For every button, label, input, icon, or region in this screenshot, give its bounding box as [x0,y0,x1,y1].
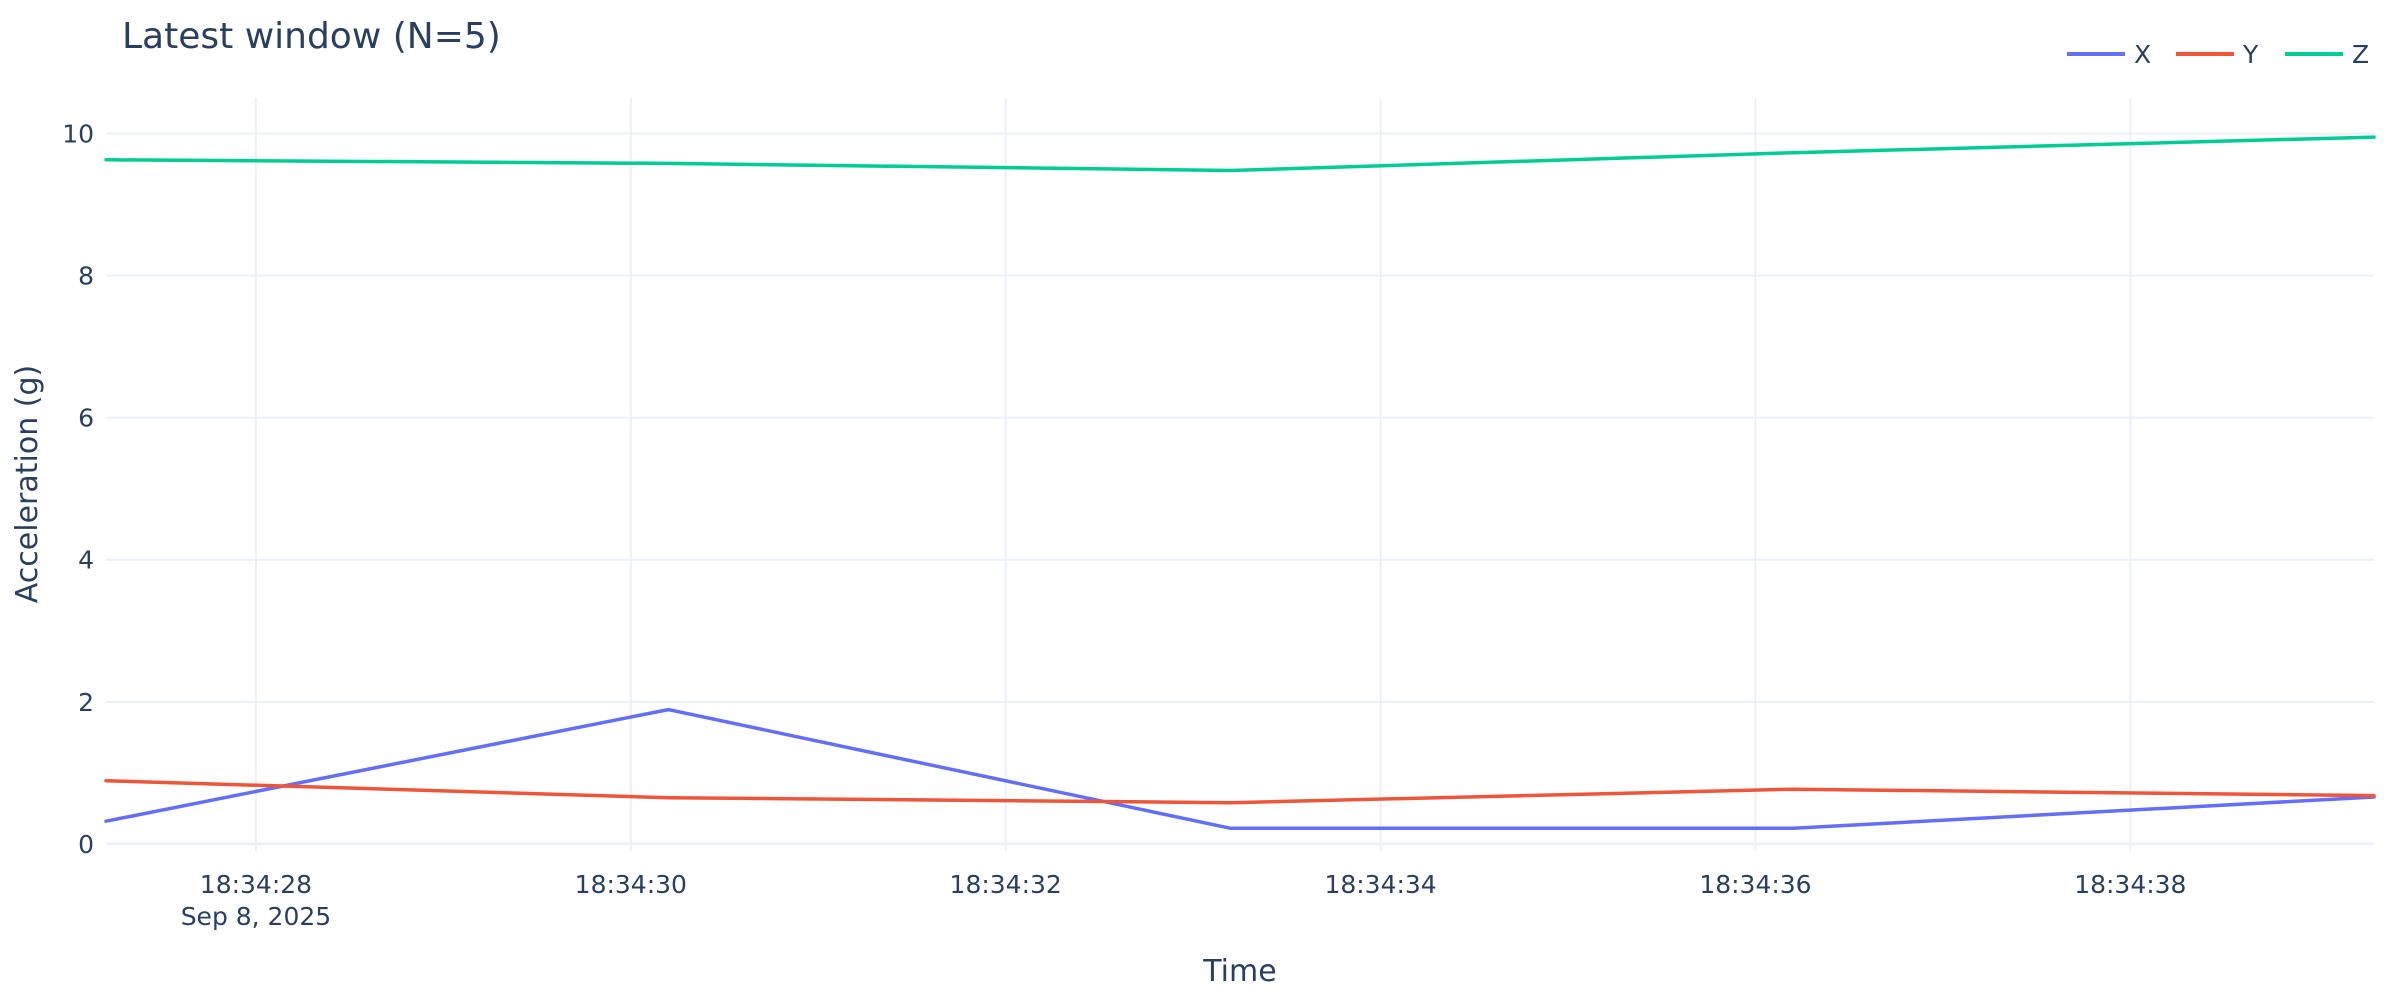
legend-item-x[interactable]: X [2067,40,2151,69]
legend-label: X [2134,40,2151,69]
series-line-y[interactable] [104,778,2376,805]
legend-label: Z [2352,40,2369,69]
series-line-x[interactable] [104,707,2376,831]
chart-title: Latest window (N=5) [122,16,501,57]
x-tick-label: 18:34:36 [1699,870,1811,899]
x-axis-ticks: 18:34:28 Sep 8, 2025 18:34:30 18:34:32 18:34… [181,870,2187,931]
legend-item-y[interactable]: Y [2176,40,2259,69]
x-tick-label: 18:34:28 [200,870,312,899]
grid [106,98,2374,851]
x-tick-label: 18:34:34 [1324,870,1436,899]
y-tick-label: 4 [78,546,94,575]
legend[interactable]: X Y Z [2067,40,2369,69]
y-tick-label: 6 [78,404,94,433]
legend-label: Y [2242,40,2259,69]
y-tick-label: 10 [62,120,94,149]
series-line-z[interactable] [104,135,2376,173]
series-lines [104,135,2376,831]
y-tick-label: 8 [78,262,94,291]
y-axis-ticks: 0 2 4 6 8 10 [62,120,94,859]
x-axis-title: Time [1202,954,1276,989]
legend-item-z[interactable]: Z [2285,40,2369,69]
y-axis-title: Acceleration (g) [10,365,45,603]
x-tick-label: 18:34:38 [2074,870,2186,899]
y-tick-label: 2 [78,688,94,717]
y-tick-label: 0 [78,830,94,859]
x-tick-label: 18:34:30 [575,870,687,899]
x-tick-date-label: Sep 8, 2025 [181,902,332,931]
x-tick-label: 18:34:32 [950,870,1062,899]
